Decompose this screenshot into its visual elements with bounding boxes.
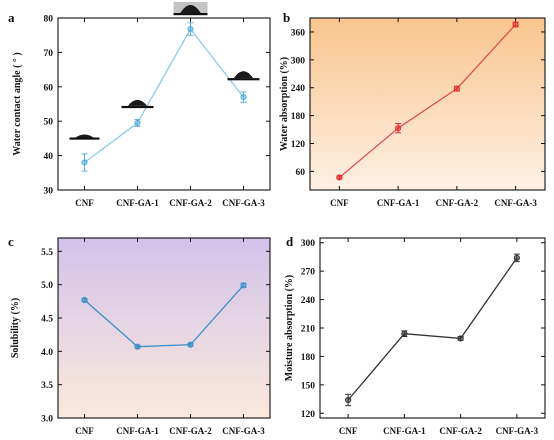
y-tick-label: 360 — [291, 28, 306, 38]
data-point — [395, 125, 402, 132]
series-line — [338, 24, 517, 178]
plot-frame — [309, 17, 546, 191]
panel-b-water-absorption: b 60 120 180 240 300 360 CNF CNF-GA-1 CNF-GA-2 CNF… — [279, 10, 546, 208]
x-category-label: CNF-GA-3 — [222, 198, 265, 208]
y-tick-label: 240 — [291, 84, 306, 94]
x-category-label: CNF-GA-1 — [377, 198, 420, 208]
plot-frame — [57, 17, 271, 191]
droplet-contact-angle-icon — [121, 99, 154, 109]
data-point — [187, 341, 194, 348]
y-tick-label: 300 — [301, 239, 316, 249]
y-axis-title: Water contact angle ( ° ) — [12, 52, 23, 156]
x-category-label: CNF — [339, 426, 358, 436]
data-point — [457, 335, 464, 342]
x-category-label: CNF-GA-3 — [496, 426, 539, 436]
y-tick-label: 150 — [301, 381, 316, 391]
x-category-label: CNF — [330, 198, 349, 208]
data-point — [453, 85, 460, 92]
panel-label: d — [286, 234, 294, 249]
y-tick-label: 30 — [44, 187, 54, 197]
plot-area — [58, 238, 270, 418]
data-point — [240, 94, 247, 101]
data-point — [134, 343, 141, 350]
data-point — [512, 21, 519, 28]
data-point — [240, 282, 247, 289]
y-tick-label: 120 — [301, 410, 316, 420]
y-axis-title: Moisture absorption (%) — [284, 275, 295, 381]
y-tick-label: 70 — [44, 49, 54, 59]
data-point — [81, 159, 88, 166]
y-tick-label: 4.0 — [41, 348, 53, 358]
y-tick-label: 3.0 — [41, 415, 53, 425]
x-category-label: CNF-GA-3 — [494, 198, 537, 208]
y-axis-title: Water absorption (%) — [279, 57, 290, 151]
x-category-label: CNF-GA-2 — [169, 198, 212, 208]
y-tick-label: 5.5 — [41, 248, 53, 258]
x-category-label: CNF-GA-1 — [383, 426, 426, 436]
y-tick-label: 180 — [301, 353, 316, 363]
x-category-label: CNF — [75, 426, 94, 436]
y-tick-label: 180 — [291, 112, 306, 122]
x-category-label: CNF-GA-1 — [116, 426, 159, 436]
y-tick-label: 240 — [301, 296, 316, 306]
x-category-label: CNF-GA-3 — [222, 426, 265, 436]
y-tick-label: 5.0 — [41, 281, 53, 291]
panel-label: b — [283, 10, 290, 25]
panel-a-water-contact-angle: a 30 40 50 60 70 80 CNF CNF-GA-1 CNF-GA-2 CNF-GA-3… — [8, 2, 271, 208]
x-category-label: CNF-GA-2 — [439, 426, 482, 436]
data-point — [336, 174, 343, 181]
plot-area — [310, 18, 545, 190]
y-tick-label: 60 — [296, 168, 306, 178]
panel-label: a — [8, 10, 15, 25]
y-tick-label: 60 — [44, 83, 54, 93]
y-tick-label: 270 — [301, 268, 316, 278]
plot-area — [58, 18, 270, 190]
data-point — [81, 296, 88, 304]
droplet-contact-angle-icon — [173, 2, 208, 16]
plot-frame — [319, 237, 546, 419]
y-tick-label: 50 — [44, 118, 54, 128]
y-tick-label: 3.5 — [41, 381, 53, 391]
y-tick-label: 4.5 — [41, 315, 53, 325]
y-tick-label: 300 — [291, 56, 306, 66]
panel-d-moisture-absorption: d 120 150 180 210 240 270 300 CNF CNF-GA-1 CNF-GA-… — [284, 234, 546, 436]
panel-label: c — [8, 234, 14, 249]
droplet-contact-angle-icon — [69, 134, 100, 140]
y-tick-label: 210 — [301, 325, 316, 335]
y-tick-label: 120 — [291, 140, 306, 150]
data-point — [187, 25, 194, 33]
droplet-contact-angle-icon — [227, 71, 260, 81]
panel-c-solubility: c 3.0 3.5 4.0 4.5 5.0 5.5 CNF CNF-GA-1 CNF-GA-2 CN… — [8, 234, 271, 436]
series-line — [84, 284, 244, 348]
x-category-label: CNF-GA-1 — [116, 198, 159, 208]
series-line — [84, 27, 245, 164]
x-category-label: CNF — [75, 198, 94, 208]
data-point — [345, 396, 352, 404]
data-point — [513, 254, 520, 261]
x-category-label: CNF-GA-2 — [436, 198, 479, 208]
plot-frame — [57, 237, 271, 419]
data-point — [401, 330, 408, 337]
y-axis-title: Solubility (%) — [10, 298, 21, 358]
x-category-label: CNF-GA-2 — [169, 426, 212, 436]
data-point — [134, 119, 141, 127]
y-tick-label: 80 — [44, 15, 54, 25]
series-line — [347, 257, 518, 401]
y-tick-label: 40 — [44, 152, 54, 162]
